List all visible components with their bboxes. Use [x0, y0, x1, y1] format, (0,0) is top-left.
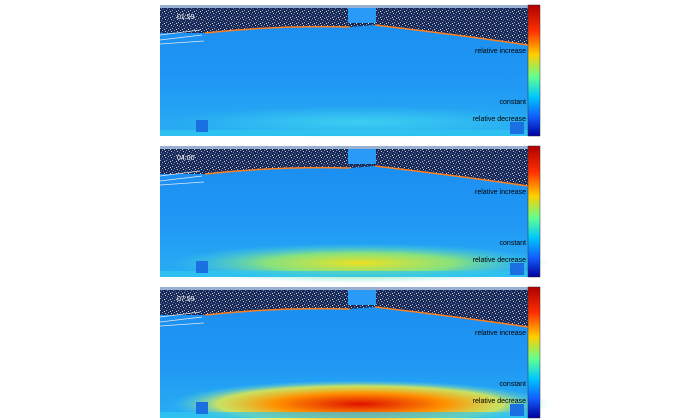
marker	[510, 122, 524, 134]
left-lines	[159, 29, 205, 45]
bottom-band	[170, 380, 550, 420]
colorbar-label: relative increase	[475, 330, 526, 337]
bottom-edge	[160, 412, 540, 418]
front-line	[204, 24, 529, 46]
colorbar-label: constant	[500, 240, 527, 247]
marker	[196, 402, 208, 414]
marker	[196, 261, 208, 273]
top-bar	[160, 146, 540, 149]
time-label: 07:59	[177, 296, 195, 303]
colorbar	[527, 286, 541, 419]
top-bar	[160, 287, 540, 290]
marker	[510, 404, 524, 416]
panel: 01:59 relative increase constant relative d…	[159, 4, 550, 138]
front-line	[204, 306, 529, 328]
colorbar	[527, 145, 541, 278]
top-bar	[160, 5, 540, 8]
colorbar-label: relative increase	[475, 189, 526, 196]
bottom-edge	[160, 130, 540, 136]
colorbar	[527, 4, 541, 137]
colorbar-label: constant	[500, 381, 527, 388]
marker	[196, 120, 208, 132]
panel: 04:00 relative increase constant relative d…	[159, 145, 550, 283]
bottom-edge	[160, 271, 540, 277]
front-line	[204, 165, 529, 187]
gate	[348, 287, 376, 305]
noise-region	[160, 146, 528, 186]
time-label: 04:00	[177, 155, 195, 162]
colorbar-label: relative decrease	[473, 398, 526, 405]
gate	[348, 146, 376, 164]
colorbar-label: constant	[500, 99, 527, 106]
left-lines	[159, 170, 205, 186]
left-lines	[159, 311, 205, 327]
time-label: 01:59	[177, 14, 195, 21]
marker	[510, 263, 524, 275]
colorbar-label: relative increase	[475, 48, 526, 55]
colorbar-label: relative decrease	[473, 116, 526, 123]
noise-region	[160, 287, 528, 327]
panel: 07:59 relative increase constant relative d…	[159, 286, 550, 420]
colorbar-label: relative decrease	[473, 257, 526, 264]
gate	[348, 5, 376, 23]
noise-region	[160, 5, 528, 45]
